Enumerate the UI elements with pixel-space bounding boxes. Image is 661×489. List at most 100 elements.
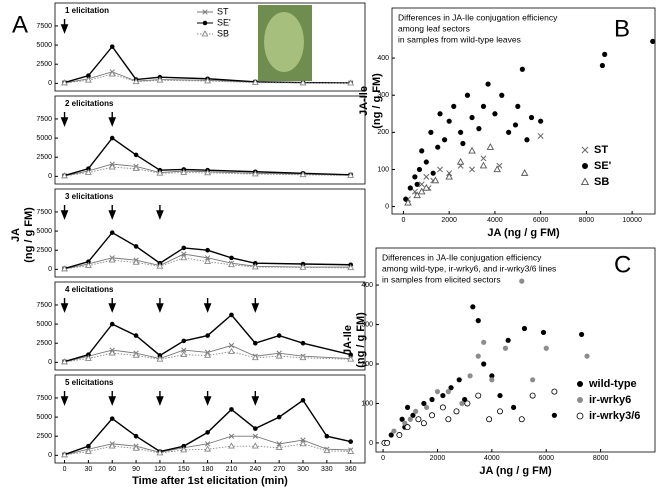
elicitation-arrow bbox=[60, 298, 69, 313]
x-tick-label: 4000 bbox=[484, 455, 500, 462]
marker bbox=[348, 352, 353, 357]
elicitation-arrow bbox=[203, 391, 212, 406]
marker bbox=[475, 318, 481, 324]
y-axis-label: JA-Ile bbox=[342, 325, 354, 355]
marker bbox=[61, 172, 69, 179]
marker bbox=[229, 255, 234, 261]
marker bbox=[181, 443, 187, 449]
panel-annotation: 1 elicitation bbox=[65, 6, 109, 15]
marker bbox=[485, 81, 491, 87]
marker bbox=[61, 79, 69, 86]
marker bbox=[404, 404, 411, 411]
plot-frame bbox=[391, 7, 656, 215]
y-tick-label: 200 bbox=[361, 361, 373, 368]
marker bbox=[181, 347, 187, 353]
x-tick-label: 180 bbox=[202, 466, 214, 473]
marker bbox=[204, 255, 211, 261]
y-axis-label: (ng / g FM) bbox=[23, 207, 35, 263]
marker bbox=[493, 165, 501, 173]
marker bbox=[252, 433, 258, 439]
marker bbox=[61, 358, 69, 365]
marker bbox=[481, 339, 487, 345]
marker bbox=[348, 439, 353, 444]
marker bbox=[446, 118, 452, 124]
panel-annotation: 2 elicitations bbox=[65, 99, 114, 108]
marker bbox=[459, 400, 465, 407]
marker bbox=[445, 389, 451, 395]
marker bbox=[650, 38, 656, 45]
marker bbox=[469, 166, 475, 173]
plot-frame bbox=[54, 188, 366, 278]
legend-marker bbox=[582, 163, 588, 169]
elicitation-arrow bbox=[251, 298, 260, 313]
marker bbox=[496, 408, 503, 415]
y-axis-label: (ng / g FM) bbox=[371, 73, 383, 129]
marker bbox=[584, 353, 590, 359]
marker bbox=[540, 329, 547, 336]
marker bbox=[205, 247, 210, 253]
marker bbox=[324, 433, 330, 439]
elicitation-arrow bbox=[108, 112, 117, 127]
marker bbox=[84, 354, 92, 361]
y-axis-label: (ng / g FM) bbox=[355, 312, 367, 368]
marker bbox=[251, 353, 259, 361]
marker bbox=[480, 155, 487, 162]
elicitation-arrow bbox=[60, 112, 69, 127]
y-tick-label: 5000 bbox=[36, 42, 52, 49]
marker bbox=[347, 79, 355, 86]
marker bbox=[529, 392, 536, 399]
marker bbox=[515, 103, 521, 109]
marker bbox=[299, 263, 307, 270]
chart-title: among wild-type, ir-wrky6, and ir-wrky3/… bbox=[382, 263, 556, 273]
marker bbox=[300, 397, 306, 403]
marker bbox=[204, 441, 211, 447]
marker bbox=[251, 78, 259, 85]
y-tick-label: 400 bbox=[361, 282, 373, 289]
marker bbox=[602, 51, 608, 57]
marker bbox=[132, 444, 140, 451]
legend-marker bbox=[202, 9, 208, 15]
x-tick-label: 0 bbox=[401, 217, 405, 224]
x-tick-label: 360 bbox=[345, 466, 357, 473]
marker bbox=[435, 144, 441, 150]
legend-label: SE' bbox=[217, 17, 231, 27]
x-tick-label: 6000 bbox=[538, 455, 554, 462]
elicitation-arrow bbox=[60, 391, 69, 406]
marker bbox=[384, 439, 391, 446]
marker bbox=[464, 92, 471, 98]
plot-frame bbox=[54, 95, 366, 185]
marker bbox=[505, 337, 511, 343]
marker bbox=[275, 352, 283, 359]
y-tick-label: 0 bbox=[48, 359, 52, 366]
marker bbox=[437, 111, 443, 117]
marker bbox=[520, 169, 529, 176]
marker bbox=[442, 137, 448, 143]
y-tick-label: 2500 bbox=[36, 433, 52, 440]
marker bbox=[404, 198, 412, 206]
y-tick-label: 7500 bbox=[36, 302, 52, 309]
x-axis-label: JA (ng / g FM) bbox=[479, 465, 552, 477]
marker bbox=[253, 426, 258, 431]
y-tick-label: 0 bbox=[48, 452, 52, 459]
marker bbox=[108, 163, 116, 170]
marker bbox=[347, 171, 355, 178]
x-tick-label: 120 bbox=[154, 466, 166, 473]
marker bbox=[228, 342, 235, 349]
x-tick-label: 2000 bbox=[430, 455, 446, 462]
marker bbox=[519, 278, 525, 284]
marker bbox=[578, 331, 585, 338]
legend-marker bbox=[577, 397, 583, 403]
y-tick-label: 5000 bbox=[36, 135, 52, 142]
marker bbox=[429, 412, 436, 419]
y-axis-label: JA bbox=[10, 228, 22, 242]
marker bbox=[481, 361, 487, 367]
marker bbox=[253, 340, 258, 346]
marker bbox=[204, 169, 212, 176]
leaf-photo-detail bbox=[264, 12, 304, 72]
marker bbox=[133, 433, 139, 439]
marker bbox=[108, 349, 116, 356]
y-tick-label: 0 bbox=[369, 440, 373, 447]
marker bbox=[453, 408, 460, 415]
panel-letter: A bbox=[12, 11, 28, 38]
plot-frame bbox=[54, 281, 366, 371]
